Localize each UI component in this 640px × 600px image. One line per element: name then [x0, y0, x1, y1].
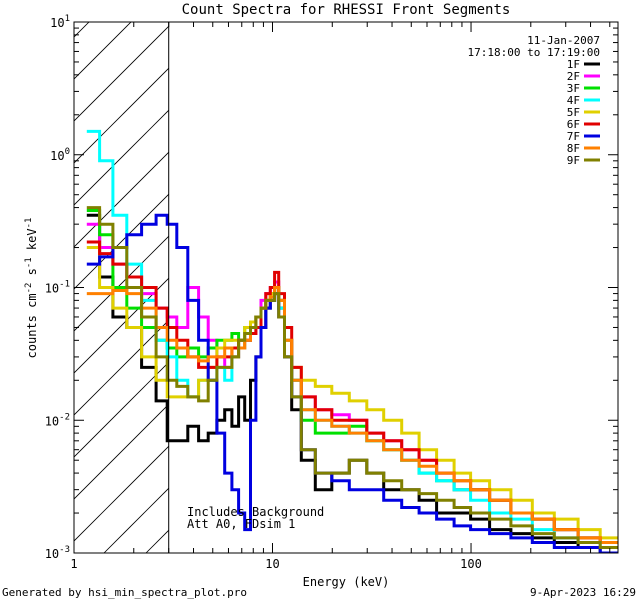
legend-label-5F: 5F	[567, 106, 580, 119]
hatched-region	[74, 0, 640, 553]
hatch-line	[74, 445, 169, 542]
annotation-attenuator: Att A0, FDsim 1	[187, 517, 295, 531]
legend-label-3F: 3F	[567, 82, 580, 95]
axes: 1 10 100 101 100 10-1 10-2 10-3	[45, 14, 618, 571]
annotation-background: Includes Background	[187, 505, 324, 519]
hatch-line	[74, 22, 132, 80]
series-8F	[86, 286, 618, 544]
footer-timestamp: 9-Apr-2023 16:29	[530, 586, 636, 599]
y-tick-label: 10-3	[45, 545, 70, 561]
hatch-line	[74, 25, 169, 122]
hatch-line	[74, 151, 169, 248]
legend-label-2F: 2F	[567, 70, 580, 83]
legend-label-9F: 9F	[567, 154, 580, 167]
y-tick-label: 100	[50, 147, 70, 163]
legend-label-4F: 4F	[567, 94, 580, 107]
hatch-line	[74, 403, 169, 500]
legend-label-6F: 6F	[567, 118, 580, 131]
plot-frame	[73, 21, 619, 554]
x-tick-label: 10	[265, 557, 279, 571]
series-group	[86, 129, 618, 553]
hatch-line	[74, 361, 169, 458]
x-tick-label: 1	[70, 557, 77, 571]
x-axis-label: Energy (keV)	[303, 575, 390, 589]
x-tick-label: 100	[460, 557, 482, 571]
hatch-line	[103, 487, 169, 553]
y-tick-label: 10-2	[45, 412, 70, 428]
legend-label-7F: 7F	[567, 130, 580, 143]
y-tick-label: 10-1	[45, 280, 70, 296]
hatch-line	[74, 109, 169, 206]
hatch-line	[74, 235, 169, 332]
series-5F	[86, 246, 618, 540]
legend-label-1F: 1F	[567, 58, 580, 71]
series-9F	[86, 206, 618, 549]
y-axis-label: counts cm-2 s-1 keV-1	[24, 218, 39, 359]
hatch-line	[272, 0, 640, 553]
date-label: 11-Jan-2007	[527, 34, 600, 47]
footer-generator: Generated by hsi_min_spectra_plot.pro	[2, 586, 247, 599]
y-tick-label: 101	[50, 14, 70, 30]
hatch-line	[314, 0, 640, 553]
time-range-label: 17:18:00 to 17:19:00	[468, 46, 600, 59]
legend-label-8F: 8F	[567, 142, 580, 155]
hatch-line	[356, 0, 640, 553]
chart-title: Count Spectra for RHESSI Front Segments	[182, 2, 511, 18]
